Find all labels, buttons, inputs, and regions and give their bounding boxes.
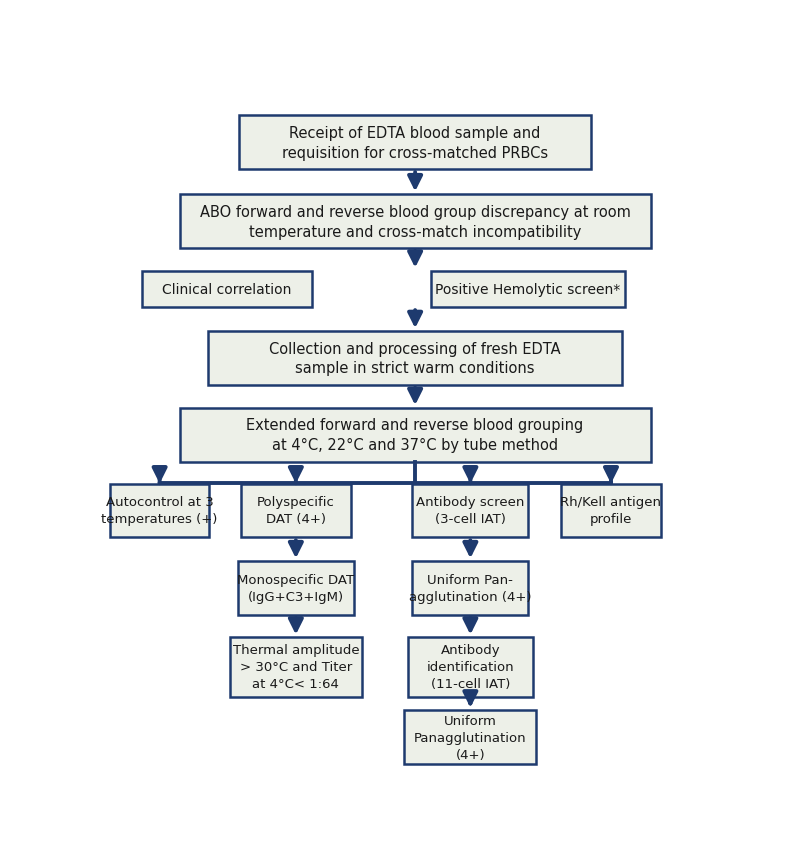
FancyBboxPatch shape (431, 271, 625, 308)
FancyBboxPatch shape (180, 195, 650, 249)
FancyBboxPatch shape (230, 638, 362, 697)
FancyBboxPatch shape (110, 484, 209, 538)
Text: ABO forward and reverse blood group discrepancy at room
temperature and cross-ma: ABO forward and reverse blood group disc… (200, 205, 630, 240)
Text: Thermal amplitude
> 30°C and Titer
at 4°C< 1:64: Thermal amplitude > 30°C and Titer at 4°… (232, 644, 359, 691)
Text: Monospecific DAT
(IgG+C3+IgM): Monospecific DAT (IgG+C3+IgM) (237, 573, 355, 603)
Text: Uniform Pan-
agglutination (4+): Uniform Pan- agglutination (4+) (409, 573, 531, 603)
FancyBboxPatch shape (241, 484, 351, 538)
Text: Receipt of EDTA blood sample and
requisition for cross-matched PRBCs: Receipt of EDTA blood sample and requisi… (282, 125, 548, 160)
Text: Antibody screen
(3-cell IAT): Antibody screen (3-cell IAT) (416, 496, 525, 526)
Text: Uniform
Panagglutination
(4+): Uniform Panagglutination (4+) (414, 714, 526, 761)
Text: Clinical correlation: Clinical correlation (162, 282, 292, 297)
FancyBboxPatch shape (561, 484, 661, 538)
Text: Autocontrol at 3
temperatures (+): Autocontrol at 3 temperatures (+) (101, 496, 218, 526)
FancyBboxPatch shape (412, 484, 528, 538)
FancyBboxPatch shape (180, 409, 650, 462)
Text: Antibody
identification
(11-cell IAT): Antibody identification (11-cell IAT) (427, 644, 514, 691)
Text: Collection and processing of fresh EDTA
sample in strict warm conditions: Collection and processing of fresh EDTA … (269, 341, 561, 376)
FancyBboxPatch shape (404, 711, 536, 764)
FancyBboxPatch shape (240, 116, 590, 170)
Text: Extended forward and reverse blood grouping
at 4°C, 22°C and 37°C by tube method: Extended forward and reverse blood group… (246, 418, 584, 453)
FancyBboxPatch shape (407, 638, 533, 697)
Text: Positive Hemolytic screen*: Positive Hemolytic screen* (436, 282, 620, 297)
FancyBboxPatch shape (412, 561, 528, 615)
Text: Rh/Kell antigen
profile: Rh/Kell antigen profile (561, 496, 662, 526)
FancyBboxPatch shape (142, 271, 312, 308)
Text: Polyspecific
DAT (4+): Polyspecific DAT (4+) (257, 496, 335, 526)
FancyBboxPatch shape (208, 332, 622, 386)
FancyBboxPatch shape (238, 561, 354, 615)
